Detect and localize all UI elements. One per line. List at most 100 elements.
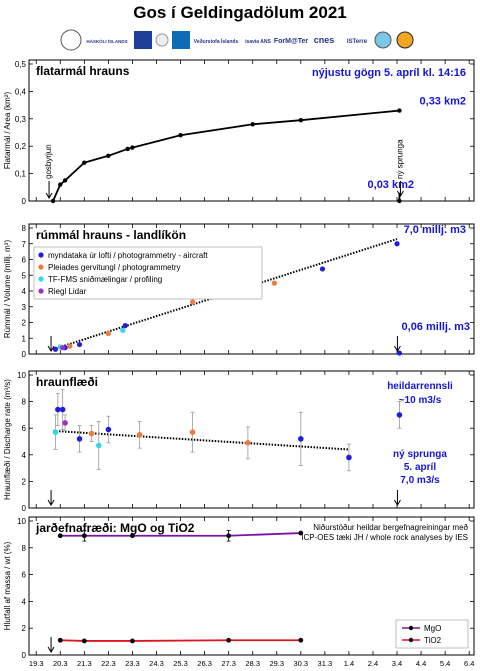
x-tick-label: 3.4 (392, 659, 402, 668)
panel-title: rúmmál hrauns - landlíkön (36, 228, 186, 242)
panel-1: 0 0,1 0,2 0,3 0,4 0,5 Flatarmál / Area (km²) fl… (3, 59, 475, 206)
y-tick-label: 4 (22, 287, 27, 296)
logo-blue-badge (134, 31, 152, 49)
logo-circle-emblem (374, 31, 392, 49)
new-volume-value-label: 0,06 millj. m3 (402, 321, 470, 333)
discharge-point (245, 440, 251, 446)
mgo-point (57, 533, 63, 539)
panel-frame (28, 59, 475, 202)
x-tick-label: 20.3 (53, 659, 68, 668)
legend-marker (38, 288, 44, 294)
panel-title: hraunflæði (36, 375, 98, 389)
volume-value-label: 7,0 millj. m3 (404, 224, 466, 236)
x-tick-label: 25.3 (173, 659, 188, 668)
tio2-point (298, 637, 304, 643)
panel-title: flatarmál hrauns (36, 64, 130, 78)
arrow-down-icon (45, 192, 53, 199)
y-tick-label: 0 (22, 504, 27, 513)
panel-4: 0 2 4 6 8 10 Hlutfall af massa / wt (%) jarðefn… (3, 516, 475, 660)
panel-frame (28, 516, 475, 656)
x-tick-label: 27.3 (221, 659, 236, 668)
logo-almannavarnir (396, 31, 414, 49)
area-value-label: 0,33 km2 (420, 96, 466, 108)
vedurstofa-logo-text: Veðurstofa Íslands (194, 37, 239, 45)
y-tick-label: 0,4 (15, 87, 27, 96)
area-point (298, 117, 304, 123)
x-tick-label: 6.4 (464, 659, 474, 668)
isterre-logo-text: ISTerre (347, 39, 368, 45)
tio2-point (57, 637, 63, 643)
y-tick-label: 7 (22, 240, 27, 249)
arrow-down-icon (397, 190, 404, 197)
x-tick-label: 2.4 (368, 659, 378, 668)
x-tick-label: 28.3 (245, 659, 260, 668)
y-tick-label: 8 (22, 544, 27, 553)
x-tick-label: 30.3 (294, 659, 309, 668)
new-area-value-label: 0,03 km2 (368, 179, 414, 191)
x-tick-label: 29.3 (269, 659, 284, 668)
x-tick-label: 5.4 (440, 659, 450, 668)
arrow-down-icon (394, 499, 401, 506)
x-tick-label: 22.3 (101, 659, 116, 668)
logo-isterre: ISTerre (347, 39, 368, 45)
area-point (62, 178, 68, 183)
legend-label: myndataka úr lofti / photogrammetry - ai… (48, 251, 208, 260)
legend-label: Pleiades gervitungl / photogrammetry (48, 263, 181, 272)
tio2-line (60, 639, 301, 642)
legend-marker (38, 276, 44, 282)
arrow-down-icon (394, 345, 401, 352)
new-fissure-label: ný sprunga (393, 449, 447, 460)
area-point (50, 198, 56, 204)
area-point (397, 108, 402, 113)
legend-label: TiO2 (424, 636, 442, 645)
haskoli-islands-logo-text: HÁSKÓLI ÍSLANDS (86, 37, 127, 44)
discharge-point (95, 442, 102, 449)
y-axis-label: Hraunflæði / Discharge rate (m³/s) (3, 379, 12, 500)
volume-point (396, 350, 403, 356)
y-tick-label: 1 (22, 334, 27, 343)
y-tick-label: 10 (17, 517, 26, 526)
discharge-point (298, 436, 304, 442)
logo-vedurstofa: Veðurstofa Íslands (194, 37, 239, 45)
panel-frame (28, 223, 475, 355)
x-tick-label: 24.3 (149, 659, 164, 668)
x-tick-label: 4.4 (416, 659, 426, 668)
legend-label: MgO (424, 624, 441, 633)
volume-point (105, 330, 111, 337)
y-tick-label: 4 (22, 597, 27, 606)
lmi-icon (172, 31, 190, 49)
y-tick-label: 0,1 (15, 170, 27, 179)
legend-box (395, 619, 469, 649)
area-point (125, 146, 130, 152)
almannavarnir-icon (396, 31, 414, 49)
legend-marker (408, 637, 414, 643)
area-point (106, 153, 111, 158)
legend-marker (38, 252, 44, 258)
circle-emblem-icon (374, 31, 392, 49)
y-axis-label: Rúmmál / Volume (millj. m³) (3, 240, 12, 339)
y-tick-label: 4 (22, 451, 27, 460)
discharge-point (52, 429, 59, 435)
x-tick-label: 19.3 (29, 659, 44, 668)
x-axis: 19.3 20.3 21.3 22.3 23.3 24.3 25.3 26.3 27.3 28.3… (29, 659, 474, 668)
total-discharge-label: heildarrennsli (387, 381, 453, 392)
volume-point (120, 327, 126, 333)
y-tick-label: 8 (22, 224, 27, 233)
discharge-point (88, 430, 95, 437)
discharge-point (76, 436, 83, 442)
discharge-point (346, 454, 352, 461)
volume-point (189, 299, 196, 305)
new-fissure-date: 5. apríl (404, 462, 436, 473)
y-tick-label: 8 (22, 398, 27, 407)
discharge-point (189, 429, 196, 435)
y-tick-label: 6 (22, 571, 27, 580)
y-tick-label: 10 (17, 371, 26, 380)
x-tick-label: 1.4 (344, 659, 354, 668)
legend-box (33, 246, 263, 300)
legend-marker (38, 264, 44, 270)
logo-strip: HÁSKÓLI ÍSLANDS Veðurstofa Íslands isavia … (60, 29, 414, 51)
area-line (52, 109, 400, 202)
panel-frame (28, 370, 475, 509)
volume-point (271, 280, 277, 286)
eruption-start-label: gosbyrjun (44, 144, 53, 179)
